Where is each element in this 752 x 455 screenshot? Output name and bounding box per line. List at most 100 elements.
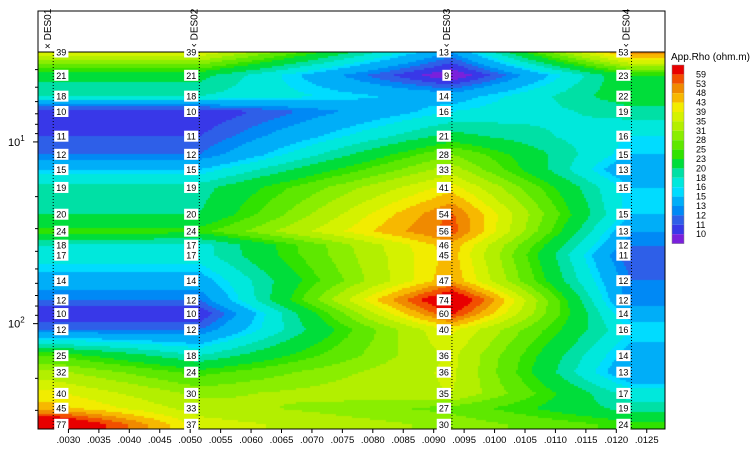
data-label-box [436, 46, 451, 58]
data-label-box [436, 239, 451, 251]
data-label: 47 [439, 276, 449, 286]
data-label: 39 [186, 48, 196, 58]
legend-level: 53 [696, 79, 706, 89]
data-label-box [616, 387, 631, 399]
x-tick-label: .0070 [300, 435, 324, 446]
data-label-box [54, 105, 69, 117]
data-label: 21 [439, 132, 449, 142]
legend-level: 12 [696, 210, 706, 220]
data-label: 56 [439, 227, 449, 237]
data-label: 20 [56, 210, 66, 220]
data-label: 53 [618, 48, 628, 58]
x-tick-label: .0075 [330, 435, 354, 446]
data-label-box [616, 148, 631, 160]
data-label: 30 [439, 420, 449, 430]
legend-swatch [672, 196, 684, 206]
data-label: 40 [439, 325, 449, 335]
legend-swatch [672, 102, 684, 112]
legend-level: 43 [696, 98, 706, 108]
data-label-box [184, 225, 199, 237]
data-label: 19 [186, 183, 196, 193]
data-label: 28 [439, 150, 449, 160]
legend-level: 23 [696, 154, 706, 164]
data-label-box [184, 90, 199, 102]
legend-swatch [672, 130, 684, 141]
legend-level: 35 [696, 116, 706, 126]
data-label: 41 [439, 183, 449, 193]
data-label: 15 [186, 165, 196, 175]
data-label: 18 [56, 241, 66, 251]
data-label: 12 [56, 325, 66, 335]
data-label-box [54, 350, 69, 362]
data-label-box [54, 324, 69, 336]
x-tick-label: .0035 [87, 435, 111, 446]
legend-level: 31 [696, 126, 706, 136]
legend-swatch [672, 93, 684, 103]
data-label: 17 [186, 241, 196, 251]
data-label: 11 [619, 251, 628, 261]
data-label-box [54, 249, 69, 261]
legend-level: 13 [696, 201, 706, 211]
data-label: 39 [56, 48, 66, 58]
data-label: 24 [56, 227, 66, 237]
data-label-box [184, 164, 199, 176]
data-label: 32 [56, 368, 66, 378]
x-tick-label: .0060 [239, 435, 263, 446]
data-label-box [184, 148, 199, 160]
data-label: 15 [56, 165, 66, 175]
data-label-box [616, 324, 631, 336]
data-label-box [436, 208, 451, 220]
data-label: 12 [186, 325, 196, 335]
data-label: 14 [56, 276, 66, 286]
x-tick-label: .0055 [209, 435, 233, 446]
data-label: 37 [186, 420, 196, 430]
data-label-box [184, 387, 199, 399]
legend-swatch [672, 215, 684, 225]
data-label-box [616, 275, 631, 287]
data-label: 33 [439, 165, 449, 175]
data-label-box [436, 294, 451, 306]
data-label: 13 [618, 368, 628, 378]
data-label-box [436, 105, 451, 117]
data-label: 60 [439, 309, 449, 319]
data-label: 12 [56, 295, 66, 305]
legend-level: 20 [696, 163, 706, 173]
data-label: 17 [186, 251, 196, 261]
data-label: 10 [186, 309, 196, 319]
data-label-box [616, 225, 631, 237]
data-label-box [54, 275, 69, 287]
data-label-box [616, 46, 631, 58]
data-label-box [436, 387, 451, 399]
data-label: 20 [186, 210, 196, 220]
legend-swatch [672, 65, 684, 75]
data-label-box [436, 181, 451, 193]
data-label-box [436, 350, 451, 362]
legend-title: App.Rho (ohm.m) [671, 52, 750, 63]
data-label: 13 [618, 227, 628, 237]
data-label-box [436, 90, 451, 102]
data-label: 14 [186, 276, 196, 286]
legend-swatch [672, 234, 684, 244]
data-label: 35 [439, 389, 449, 399]
data-label: 21 [56, 71, 66, 81]
data-label: 12 [618, 295, 628, 305]
data-label-box [184, 308, 199, 320]
data-label-box [184, 69, 199, 81]
data-label-box [54, 208, 69, 220]
data-label: 25 [56, 351, 66, 361]
data-label-box [54, 418, 69, 430]
data-label-box [616, 164, 631, 176]
legend-swatch [672, 74, 684, 84]
data-label-box [436, 402, 451, 414]
data-label-box [54, 164, 69, 176]
legend-level: 48 [696, 88, 706, 98]
y-tick-label: 101 [8, 134, 25, 149]
data-label: 46 [439, 241, 449, 251]
legend-swatch [672, 121, 684, 131]
data-label-box [616, 402, 631, 414]
data-label-box [54, 90, 69, 102]
contour-image [38, 52, 665, 429]
x-tick-label: .0090 [422, 435, 446, 446]
data-label: 14 [618, 351, 628, 361]
legend-level: 28 [696, 135, 706, 145]
